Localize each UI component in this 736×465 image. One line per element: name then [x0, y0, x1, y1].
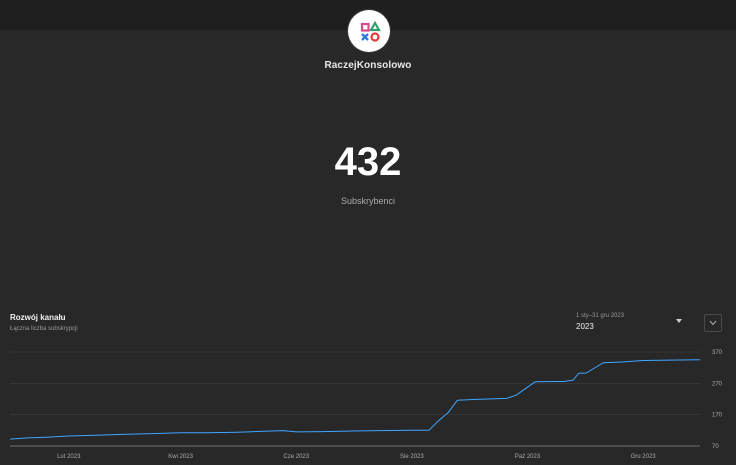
y-tick-label: 370 [712, 350, 723, 356]
y-tick-label: 270 [712, 381, 723, 387]
subscriber-count: 432 [334, 140, 402, 184]
channel-name: RaczejKonsolowo [324, 60, 412, 71]
chart-card-title: Rozwój kanału [10, 313, 66, 322]
subscriber-label: Subskrybenci [340, 196, 396, 206]
y-tick-label: 70 [712, 444, 719, 450]
subscriber-growth-chart: 370 270 170 70 Lut 2023 Kwi 2023 Cze 2023 Sie 2… [9, 350, 723, 460]
channel-avatar[interactable] [348, 10, 390, 52]
x-tick-label: Lut 2023 [57, 454, 81, 460]
date-range-value[interactable]: 2023 [576, 322, 594, 331]
y-tick-label: 170 [712, 413, 723, 419]
x-tick-label: Cze 2023 [283, 454, 309, 460]
chevron-down-icon [709, 320, 717, 326]
expand-chart-button[interactable] [704, 314, 722, 332]
x-tick-label: Gru 2023 [631, 454, 657, 460]
caret-down-icon[interactable] [674, 317, 684, 325]
x-tick-label: Sie 2023 [400, 454, 424, 460]
playstation-symbols-logo-icon [360, 20, 381, 42]
series-line [9, 359, 701, 440]
date-range-label[interactable]: 1 sty–31 gru 2023 [576, 313, 625, 319]
chart-card-subtitle: Łączna liczba subskrypcji [10, 326, 78, 332]
x-tick-label: Paź 2023 [515, 454, 541, 460]
x-tick-label: Kwi 2023 [168, 454, 193, 460]
